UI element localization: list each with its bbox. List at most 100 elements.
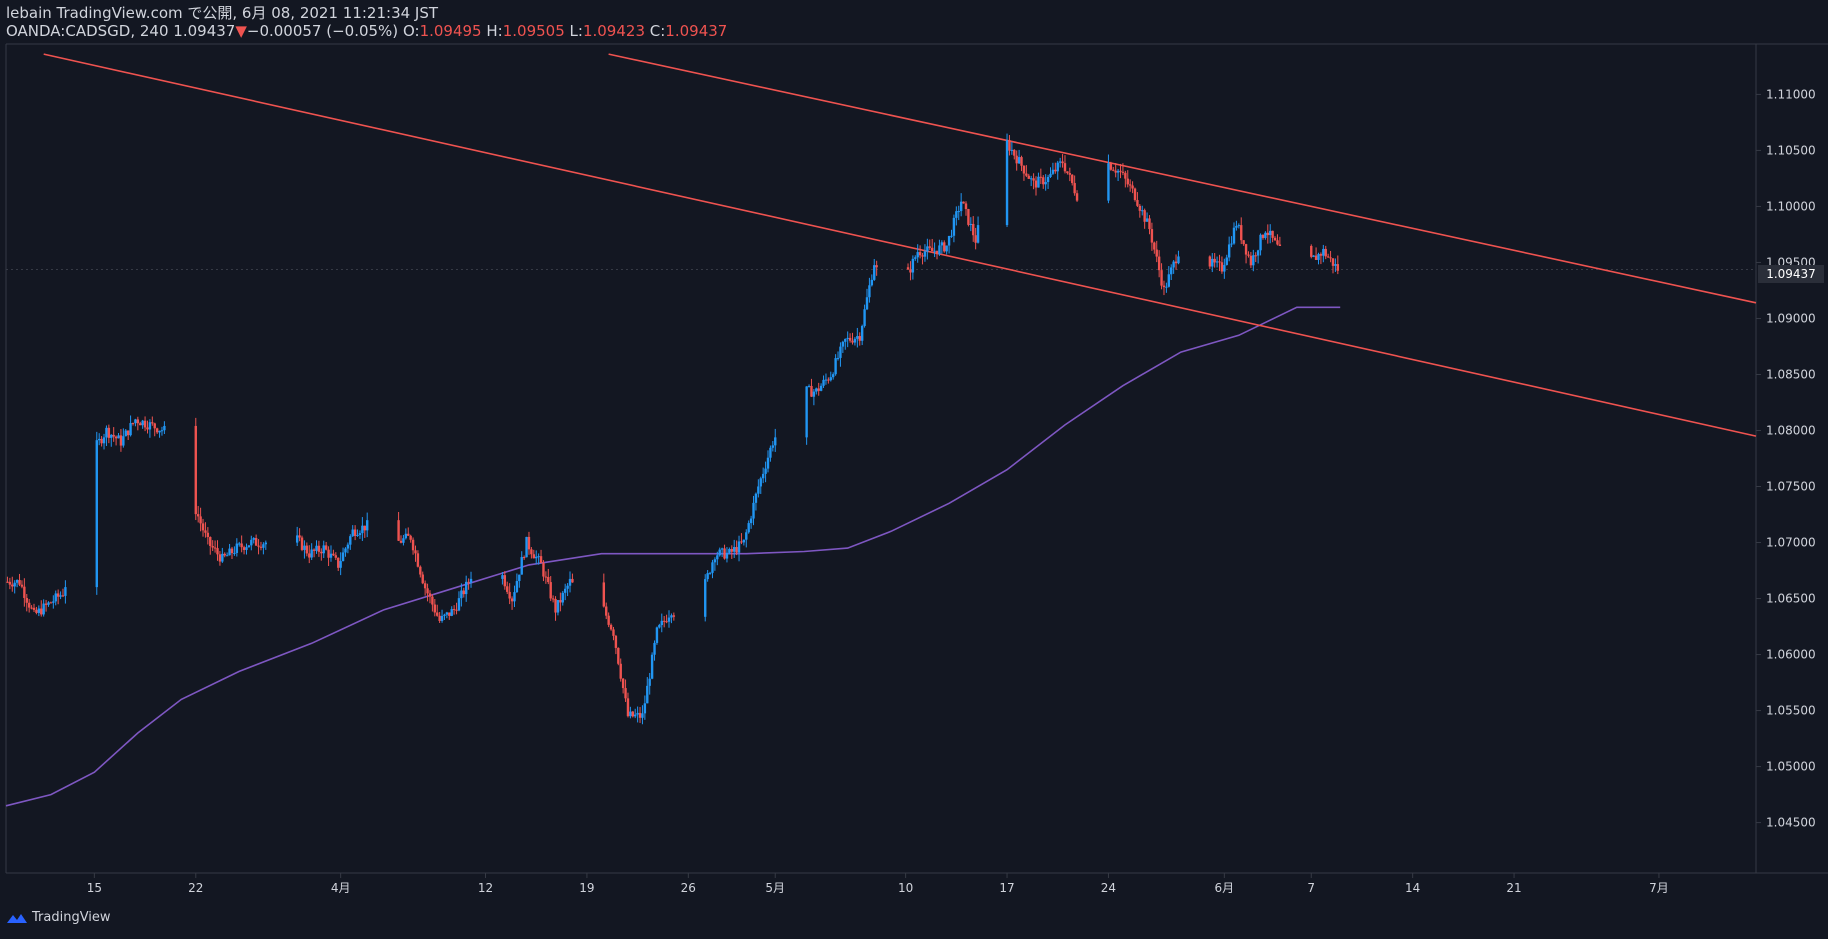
- candle-up: [361, 525, 364, 534]
- candle-up: [122, 436, 125, 446]
- candle-up: [252, 538, 255, 540]
- candle-up: [757, 486, 760, 494]
- candle-up: [1005, 140, 1009, 226]
- candle-down: [827, 379, 830, 381]
- candle-down: [320, 551, 323, 554]
- candle-up: [829, 377, 832, 381]
- candle-down: [544, 576, 548, 578]
- candle-up: [725, 552, 729, 559]
- publish-text: lebain TradingView.com で公開, 6月 08, 2021 …: [6, 4, 439, 22]
- candle-down: [337, 557, 340, 568]
- candle-up: [1211, 258, 1214, 267]
- candle-down: [1034, 180, 1038, 188]
- candle-up: [926, 246, 929, 252]
- candle-up: [1232, 227, 1236, 244]
- candle-down: [448, 612, 451, 616]
- candle-down: [638, 712, 642, 718]
- tradingview-logo-icon: [7, 913, 27, 923]
- price-tick-label: 1.05500: [1766, 704, 1816, 718]
- footer-brand[interactable]: TradingView: [6, 910, 111, 925]
- candle-up: [1056, 162, 1059, 172]
- candle-up: [443, 614, 446, 616]
- candle-up: [807, 385, 811, 387]
- candle-down: [554, 598, 557, 613]
- candle-down: [607, 615, 610, 625]
- candle-up: [955, 211, 958, 218]
- candle-down: [1013, 149, 1016, 156]
- candle-down: [1261, 234, 1265, 238]
- candle-up: [537, 556, 540, 558]
- candle-down: [571, 578, 574, 583]
- candle-down: [305, 545, 309, 554]
- time-tick-label: 10: [898, 881, 913, 895]
- candle-up: [469, 578, 473, 583]
- candle-up: [440, 615, 444, 621]
- candle-down: [1133, 188, 1137, 200]
- candle-up: [59, 595, 62, 597]
- time-axis[interactable]: 15 22 4月 12 19 26 5月 10 17 24 6月 7 14 21 7月: [87, 873, 1669, 895]
- symbol-label[interactable]: OANDA:CADSGD, 240: [6, 22, 169, 40]
- candle-up: [747, 523, 750, 533]
- candle-up: [653, 642, 656, 655]
- candle-up: [563, 588, 567, 593]
- candle-up: [1165, 286, 1168, 288]
- candle-down: [551, 598, 555, 600]
- candle-up: [634, 714, 637, 717]
- ohlc-legend: OANDA:CADSGD, 240 1.09437▼−0.00057 (−0.0…: [6, 22, 727, 40]
- candle-down: [1112, 169, 1115, 171]
- candle-up: [329, 553, 333, 558]
- candle-down: [114, 436, 118, 439]
- high-value: 1.09505: [502, 22, 565, 40]
- candle-down: [1114, 170, 1117, 173]
- time-tick-label: 19: [579, 881, 594, 895]
- candle-down: [107, 427, 111, 438]
- candle-down: [407, 533, 410, 536]
- candle-down: [503, 575, 507, 587]
- candle-up: [1017, 157, 1021, 164]
- price-axis[interactable]: 1.04500 1.05000 1.05500 1.06000 1.06500 1.070…: [1756, 87, 1816, 830]
- candle-up: [358, 533, 362, 536]
- candle-down: [909, 269, 912, 273]
- candle-down: [6, 581, 9, 583]
- candle-down: [723, 548, 726, 559]
- candle-down: [1027, 175, 1030, 179]
- candle-up: [341, 552, 345, 562]
- last-price-tag: 1.09437: [1758, 265, 1824, 283]
- candle-down: [452, 609, 456, 611]
- open-label: O:: [402, 22, 420, 40]
- candle-down: [918, 252, 922, 256]
- candle-up: [513, 592, 516, 602]
- candle-down: [1143, 210, 1146, 222]
- candle-down: [218, 554, 222, 562]
- candle-down: [23, 586, 26, 598]
- candle-down: [1020, 157, 1023, 166]
- candle-up: [1269, 230, 1272, 236]
- candle-down: [1208, 256, 1212, 267]
- candle-down: [1025, 173, 1028, 176]
- price-tick-label: 1.06500: [1766, 592, 1816, 606]
- last-price: 1.09437: [173, 22, 236, 40]
- candle-up: [525, 536, 528, 558]
- candle-down: [40, 608, 43, 615]
- candle-up: [945, 245, 948, 252]
- candle-down: [1153, 242, 1156, 250]
- time-tick-label: 21: [1506, 881, 1521, 895]
- candle-up: [742, 539, 746, 543]
- candle-up: [141, 420, 144, 426]
- candle-up: [759, 478, 762, 487]
- candle-up: [233, 552, 236, 554]
- candle-down: [194, 425, 197, 515]
- candle-down: [1220, 262, 1224, 272]
- candle-up: [745, 532, 748, 540]
- down-arrow-icon: ▼: [235, 22, 247, 40]
- candle-up: [1259, 234, 1262, 251]
- time-tick-label: 17: [999, 881, 1014, 895]
- low-value: 1.09423: [582, 22, 645, 40]
- candle-down: [416, 553, 420, 567]
- candle-up: [933, 250, 936, 252]
- candle-up: [163, 425, 166, 431]
- candle-up: [865, 297, 869, 310]
- price-tick-label: 1.11000: [1766, 87, 1816, 101]
- candle-up: [568, 578, 572, 586]
